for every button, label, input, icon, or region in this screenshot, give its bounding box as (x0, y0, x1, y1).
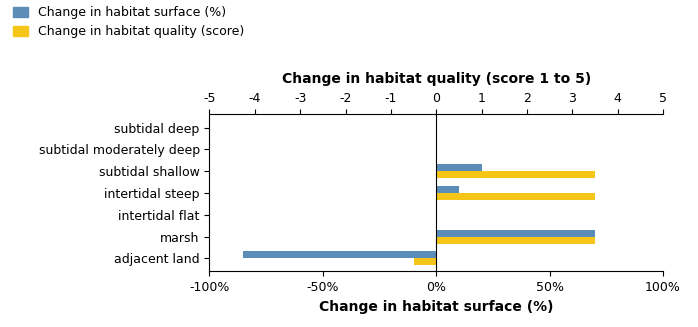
Bar (436, 236, 595, 244)
Bar (436, 230, 595, 236)
X-axis label: Change in habitat surface (%): Change in habitat surface (%) (319, 300, 554, 314)
Bar (413, 258, 436, 265)
Bar (436, 186, 459, 193)
Bar (436, 171, 595, 178)
Bar (436, 164, 482, 171)
X-axis label: Change in habitat quality (score 1 to 5): Change in habitat quality (score 1 to 5) (281, 72, 591, 86)
Bar (244, 251, 436, 258)
Bar (436, 193, 595, 200)
Legend: Change in habitat surface (%), Change in habitat quality (score): Change in habitat surface (%), Change in… (13, 6, 244, 39)
